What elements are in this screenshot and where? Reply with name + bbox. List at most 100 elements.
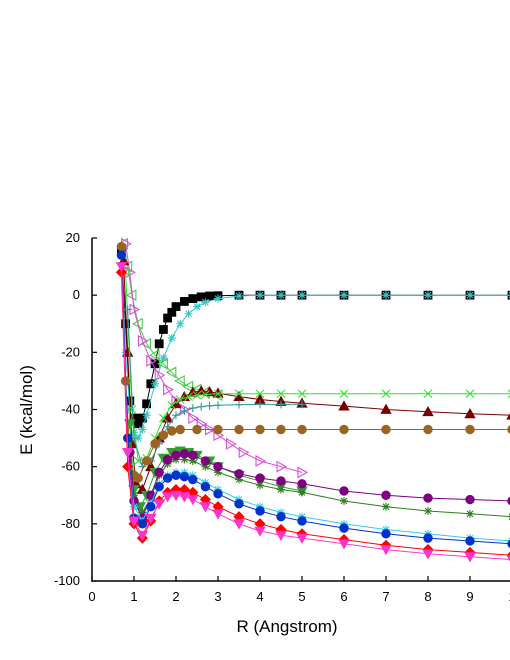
y-tick-label: -80	[61, 516, 80, 531]
x-tick-label: 0	[88, 589, 95, 604]
data-point	[507, 496, 510, 506]
data-point	[115, 262, 128, 273]
data-point	[196, 292, 206, 302]
data-point	[422, 549, 434, 560]
data-point	[339, 424, 349, 435]
data-point	[146, 354, 157, 367]
data-point	[340, 496, 348, 505]
data-point	[175, 395, 185, 404]
data-point	[154, 339, 164, 349]
data-point	[201, 298, 210, 307]
data-point	[122, 447, 134, 459]
data-point	[214, 468, 222, 477]
series-line	[120, 252, 510, 425]
data-point	[381, 424, 391, 435]
y-tick-label: 0	[73, 287, 80, 302]
data-point	[180, 406, 189, 415]
y-tick-label: -40	[61, 402, 80, 417]
x-tick-label: 7	[382, 589, 389, 604]
series-8	[116, 241, 510, 483]
data-point	[255, 424, 265, 435]
data-point	[235, 475, 243, 484]
data-point	[165, 366, 177, 379]
data-point	[276, 476, 286, 486]
data-point	[192, 390, 202, 400]
data-point	[466, 509, 474, 518]
data-point	[297, 389, 307, 399]
data-point	[424, 291, 432, 300]
data-point	[464, 407, 476, 419]
series-line	[129, 466, 510, 542]
data-point	[199, 502, 212, 513]
tick-layer: 0 1 2 3 4 5 6 7 8 9 1 -100 -80 -60 -40 -20 0 20	[54, 230, 510, 604]
data-point	[297, 479, 307, 489]
data-point	[205, 401, 214, 410]
data-point	[123, 305, 132, 314]
data-point	[339, 389, 349, 399]
data-point	[178, 492, 191, 503]
data-point	[255, 506, 265, 516]
data-point	[212, 387, 224, 398]
data-point	[465, 389, 475, 399]
data-point	[255, 389, 265, 399]
data-point	[234, 499, 244, 509]
data-point	[148, 349, 160, 362]
data-point	[465, 536, 475, 546]
data-point	[234, 424, 244, 435]
data-point	[174, 374, 185, 387]
data-point	[171, 302, 181, 312]
data-point	[382, 502, 390, 511]
data-point	[157, 357, 168, 370]
data-point	[154, 369, 166, 382]
data-point	[507, 425, 510, 434]
data-point	[423, 389, 433, 399]
data-point	[277, 291, 285, 300]
data-point	[154, 481, 164, 492]
data-point	[381, 529, 391, 539]
data-point	[130, 502, 138, 511]
data-point	[233, 519, 245, 530]
data-point	[507, 389, 510, 399]
data-point	[170, 490, 182, 502]
x-tick-label: 8	[424, 589, 431, 604]
data-point	[154, 467, 164, 478]
data-point	[153, 499, 165, 510]
data-point	[213, 489, 223, 499]
series-line	[120, 246, 510, 440]
data-point	[184, 392, 193, 402]
y-tick-label: -20	[61, 344, 80, 359]
data-point	[205, 291, 215, 301]
data-point	[122, 461, 134, 473]
data-point	[167, 334, 176, 343]
data-point	[214, 294, 222, 303]
data-point	[276, 389, 286, 399]
x-tick-label: 5	[298, 589, 305, 604]
data-point	[158, 430, 169, 440]
data-point	[256, 291, 264, 300]
data-point	[133, 456, 143, 466]
data-point	[172, 411, 180, 420]
data-point	[212, 509, 224, 520]
data-point	[339, 523, 349, 533]
data-point	[226, 437, 237, 450]
data-point	[188, 404, 197, 413]
series-11	[125, 447, 510, 523]
data-point	[213, 461, 223, 472]
series-line	[120, 246, 510, 479]
y-tick-label: 20	[66, 230, 80, 245]
series-2	[117, 242, 510, 443]
data-point	[213, 389, 223, 399]
data-point	[339, 486, 349, 496]
data-point	[465, 494, 475, 505]
data-point	[214, 401, 222, 410]
data-point	[381, 389, 391, 399]
data-point	[464, 552, 476, 563]
data-point	[125, 289, 137, 302]
data-point	[180, 455, 189, 464]
data-point	[298, 488, 306, 497]
data-point	[175, 424, 185, 435]
data-point	[235, 292, 243, 301]
data-point	[188, 450, 198, 460]
data-point	[158, 325, 168, 334]
